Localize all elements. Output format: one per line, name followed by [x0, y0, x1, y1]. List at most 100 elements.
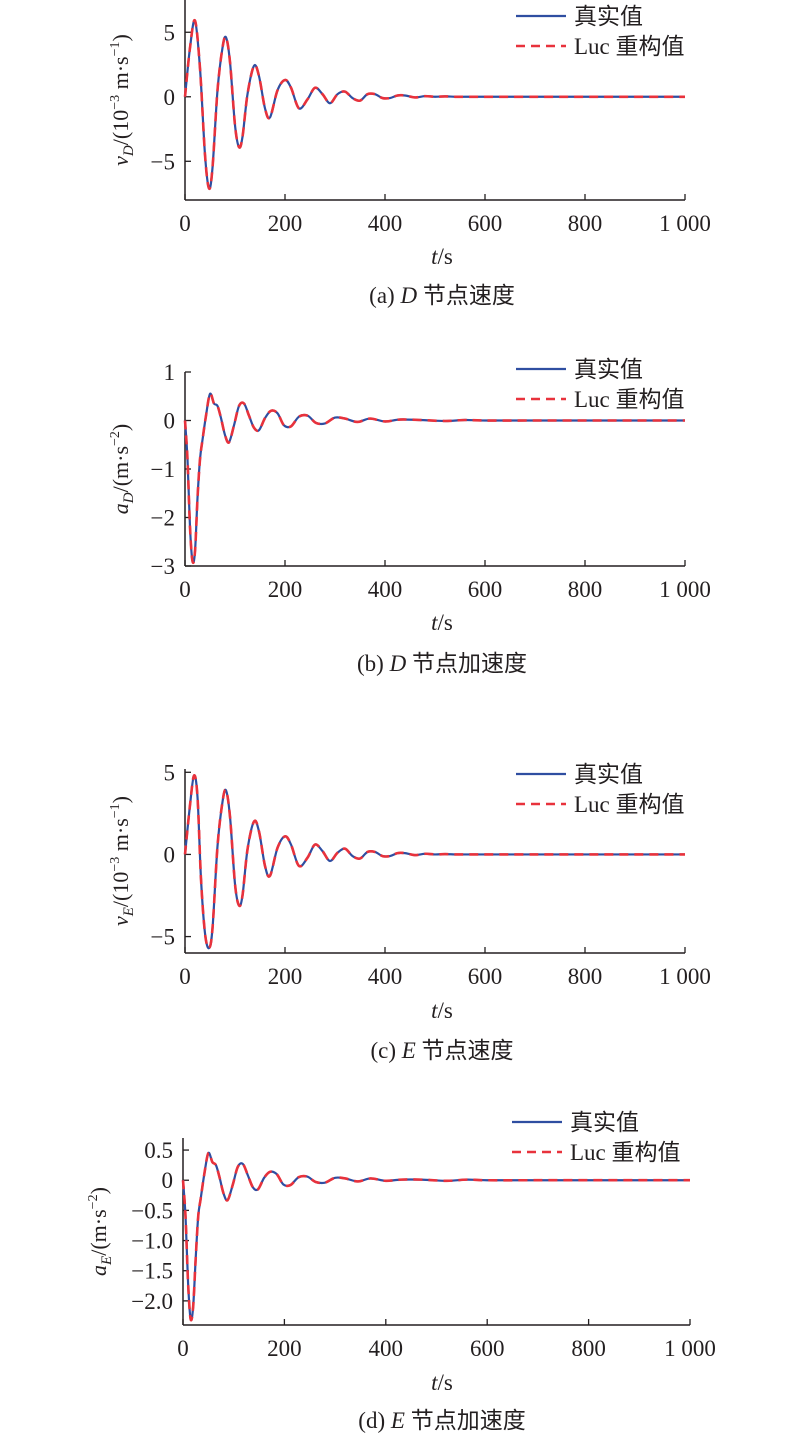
legend-true-value-label: 真实值: [570, 1110, 639, 1135]
y-tick-label: 0: [164, 842, 176, 867]
panel-caption: (d) E 节点加速度: [358, 1408, 525, 1433]
y-tick-label: −1.0: [131, 1229, 173, 1254]
y-tick-label: −5: [151, 925, 175, 950]
x-label-unit: /s: [438, 998, 453, 1023]
x-tick-label: 400: [368, 964, 403, 989]
legend-luc-label: Luc 重构值: [574, 792, 685, 817]
legend-true-value-label: 真实值: [574, 4, 643, 29]
y-label-superscript: −3: [108, 857, 123, 872]
x-tick-label: 600: [468, 211, 503, 236]
series-luc-reconstructed-line: [183, 392, 685, 565]
caption-prefix: (a): [369, 283, 400, 308]
x-label-unit: /s: [438, 610, 453, 635]
y-label-unit: /(m·s: [86, 1209, 111, 1255]
x-tick-label: 800: [571, 1336, 606, 1361]
x-tick-label: 600: [470, 1336, 505, 1361]
y-label-close: ): [108, 424, 133, 431]
y-tick-label: −0.5: [131, 1198, 173, 1223]
legend: 真实值 Luc 重构值: [516, 357, 685, 412]
x-tick-label: 800: [568, 577, 603, 602]
panel-caption: (c) E 节点速度: [370, 1038, 513, 1063]
x-tick-label: 200: [268, 211, 303, 236]
y-axis-label: aE/(m·s−2): [86, 1187, 115, 1276]
x-tick-label: 1 000: [659, 964, 711, 989]
legend-luc-label: Luc 重构值: [570, 1140, 681, 1165]
x-tick-label: 200: [268, 577, 303, 602]
y-label-superscript: −3: [108, 95, 123, 110]
caption-prefix: (d): [358, 1408, 391, 1433]
caption-text: 节点速度: [416, 1038, 514, 1063]
x-tick-label: 1 000: [664, 1336, 716, 1361]
y-label-variable: a: [86, 1265, 111, 1276]
y-label-superscript: −2: [108, 431, 123, 446]
y-label-subscript: E: [99, 1256, 115, 1266]
series-true-value-line: [181, 1151, 690, 1322]
y-tick-label: 0: [164, 85, 176, 110]
caption-prefix: (c): [370, 1038, 401, 1063]
legend-true-value-label: 真实值: [574, 357, 643, 382]
series-true-value-line: [183, 774, 685, 950]
y-label-variable: v: [108, 916, 133, 926]
x-tick-label: 200: [267, 1336, 302, 1361]
legend: 真实值 Luc 重构值: [516, 762, 685, 817]
y-label-unit-2: m·s: [108, 56, 133, 95]
y-label-unit-2: m·s: [108, 818, 133, 857]
x-label-variable: t: [431, 1370, 438, 1395]
caption-text: 节点速度: [417, 283, 515, 308]
x-label-variable: t: [431, 244, 438, 269]
legend-true-value-label: 真实值: [574, 762, 643, 787]
caption-node: E: [401, 1038, 416, 1063]
caption-node: D: [399, 283, 417, 308]
y-tick-label: 0: [162, 1168, 174, 1193]
y-label-close: ): [108, 796, 133, 803]
caption-prefix: (b): [357, 651, 390, 676]
x-label-unit: /s: [438, 244, 453, 269]
x-tick-label: 1 000: [659, 211, 711, 236]
legend: 真实值 Luc 重构值: [516, 4, 685, 59]
y-tick-label: 1: [164, 360, 176, 385]
caption-node: E: [390, 1408, 405, 1433]
y-tick-label: −1: [151, 457, 175, 482]
panel-caption: (a) D 节点速度: [369, 283, 515, 308]
y-tick-label: 5: [164, 20, 176, 45]
panel-d: 0 200 400 600 800 1 000 0.5 0 −0.5 −1.0 −1.5 −2.0 真实…: [86, 1110, 716, 1433]
y-label-variable: a: [108, 503, 133, 514]
panel-a: 0 200 400 600 800 1 000 5 0 −5 真实值 Luc 重构值 t/s (a) D…: [108, 0, 711, 308]
x-tick-label: 600: [468, 577, 503, 602]
y-label-unit: /(10: [108, 110, 133, 145]
x-axis-label: t/s: [431, 1370, 453, 1395]
legend-luc-label: Luc 重构值: [574, 387, 685, 412]
series-true-value-line: [183, 392, 685, 564]
x-axis-label: t/s: [431, 244, 453, 269]
y-tick-label: 0.5: [144, 1138, 173, 1163]
y-label-subscript: D: [121, 145, 137, 157]
y-label-unit: /(10: [108, 872, 133, 907]
x-tick-label: 800: [568, 964, 603, 989]
y-tick-label: −3: [151, 554, 175, 579]
y-label-superscript-2: −1: [108, 803, 123, 818]
x-tick-label: 400: [369, 1336, 404, 1361]
y-tick-label: −2: [151, 506, 175, 531]
caption-text: 节点加速度: [405, 1408, 526, 1433]
x-label-variable: t: [431, 998, 438, 1023]
y-axis-label: vE/(10−3 m·s−1): [108, 796, 137, 926]
x-tick-label: 0: [179, 964, 191, 989]
y-tick-label: 5: [164, 760, 176, 785]
y-label-subscript: D: [121, 492, 137, 504]
series-luc-reconstructed-line: [181, 1151, 690, 1322]
y-label-close: ): [108, 34, 133, 41]
x-label-unit: /s: [438, 1370, 453, 1395]
panel-caption: (b) D 节点加速度: [357, 651, 527, 676]
x-axis-label: t/s: [431, 610, 453, 635]
y-tick-label: 0: [164, 409, 176, 434]
legend-luc-label: Luc 重构值: [574, 34, 685, 59]
x-tick-label: 400: [368, 577, 403, 602]
caption-node: D: [389, 651, 407, 676]
y-label-unit: /(m·s: [108, 446, 133, 492]
x-tick-label: 800: [568, 211, 603, 236]
y-label-superscript-2: −1: [108, 41, 123, 56]
y-label-subscript: E: [121, 907, 137, 917]
panel-b: 0 200 400 600 800 1 000 1 0 −1 −2 −3 真实值 Luc 重构值 t/s (…: [108, 357, 711, 676]
